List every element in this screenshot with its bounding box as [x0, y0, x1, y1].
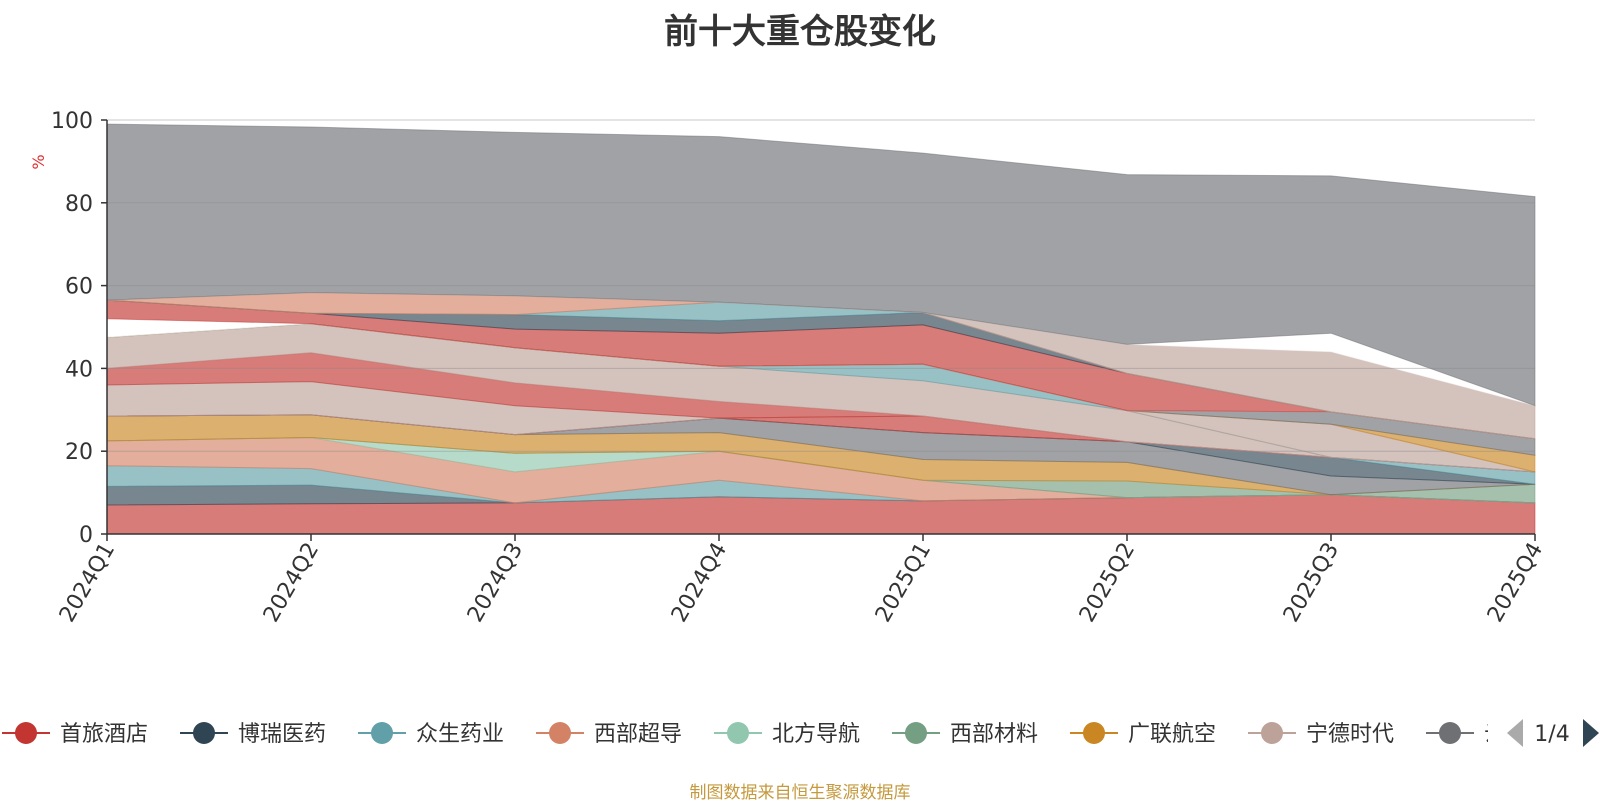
legend-marker — [727, 722, 749, 744]
legend-marker — [371, 722, 393, 744]
legend-item-宁德时代[interactable]: 宁德时代 — [1248, 722, 1394, 747]
legend-label: 云 — [1484, 722, 1506, 747]
x-tick-label-2024Q3: 2024Q3 — [463, 539, 528, 627]
legend-items: 首旅酒店 博瑞医药 众生药业 西部超导 北方导航 西部材料 广联航空 宁德时代 云 — [2, 722, 1506, 747]
legend-label: 西部材料 — [950, 722, 1038, 747]
x-tick-label-2025Q4: 2025Q4 — [1483, 539, 1548, 627]
legend-marker — [549, 722, 571, 744]
legend-next-arrow-icon[interactable] — [1583, 719, 1599, 747]
legend-label: 众生药业 — [416, 722, 504, 747]
legend-item-西部超导[interactable]: 西部超导 — [536, 722, 682, 747]
y-tick-label-0: 0 — [79, 523, 93, 548]
legend-marker — [1439, 722, 1461, 744]
legend-label: 北方导航 — [772, 722, 860, 747]
legend-item-北方导航[interactable]: 北方导航 — [714, 722, 860, 747]
legend: 首旅酒店 博瑞医药 众生药业 西部超导 北方导航 西部材料 广联航空 宁德时代 云 1/4 — [2, 719, 1599, 747]
legend-item-众生药业[interactable]: 众生药业 — [358, 722, 504, 747]
legend-marker — [1261, 722, 1283, 744]
data-source-note: 制图数据来自恒生聚源数据库 — [689, 783, 911, 803]
y-tick-label-100: 100 — [51, 109, 93, 134]
legend-label: 广联航空 — [1128, 722, 1216, 747]
legend-item-博瑞医药[interactable]: 博瑞医药 — [180, 722, 326, 747]
legend-marker — [1083, 722, 1105, 744]
legend-prev-arrow-icon[interactable] — [1507, 719, 1523, 747]
area-layer-26 — [106, 123, 1536, 407]
y-tick-label-20: 20 — [65, 440, 93, 465]
legend-marker — [15, 722, 37, 744]
legend-marker — [905, 722, 927, 744]
x-tick-label-2024Q2: 2024Q2 — [259, 539, 324, 627]
legend-label: 首旅酒店 — [60, 722, 148, 747]
legend-label: 西部超导 — [594, 722, 682, 747]
stacked-areas — [106, 123, 1536, 535]
x-tick-label-2025Q1: 2025Q1 — [871, 539, 936, 627]
legend-item-首旅酒店[interactable]: 首旅酒店 — [2, 722, 148, 747]
y-tick-label-40: 40 — [65, 357, 93, 382]
chart-title: 前十大重仓股变化 — [664, 12, 936, 52]
legend-label: 博瑞医药 — [238, 722, 326, 747]
legend-label: 宁德时代 — [1306, 722, 1394, 747]
legend-page-indicator: 1/4 — [1534, 722, 1569, 747]
x-tick-label-2025Q3: 2025Q3 — [1279, 539, 1344, 627]
grid-lines — [107, 119, 1535, 452]
y-tick-label-80: 80 — [65, 192, 93, 217]
x-tick-label-2025Q2: 2025Q2 — [1075, 539, 1140, 627]
y-axis-label: % — [29, 154, 48, 169]
x-tick-label-2024Q1: 2024Q1 — [55, 539, 120, 627]
y-tick-label-60: 60 — [65, 275, 93, 300]
legend-item-云[interactable]: 云 — [1426, 722, 1506, 747]
legend-item-广联航空[interactable]: 广联航空 — [1070, 722, 1216, 747]
x-tick-label-2024Q4: 2024Q4 — [667, 539, 732, 627]
legend-item-西部材料[interactable]: 西部材料 — [892, 722, 1038, 747]
legend-marker — [193, 722, 215, 744]
